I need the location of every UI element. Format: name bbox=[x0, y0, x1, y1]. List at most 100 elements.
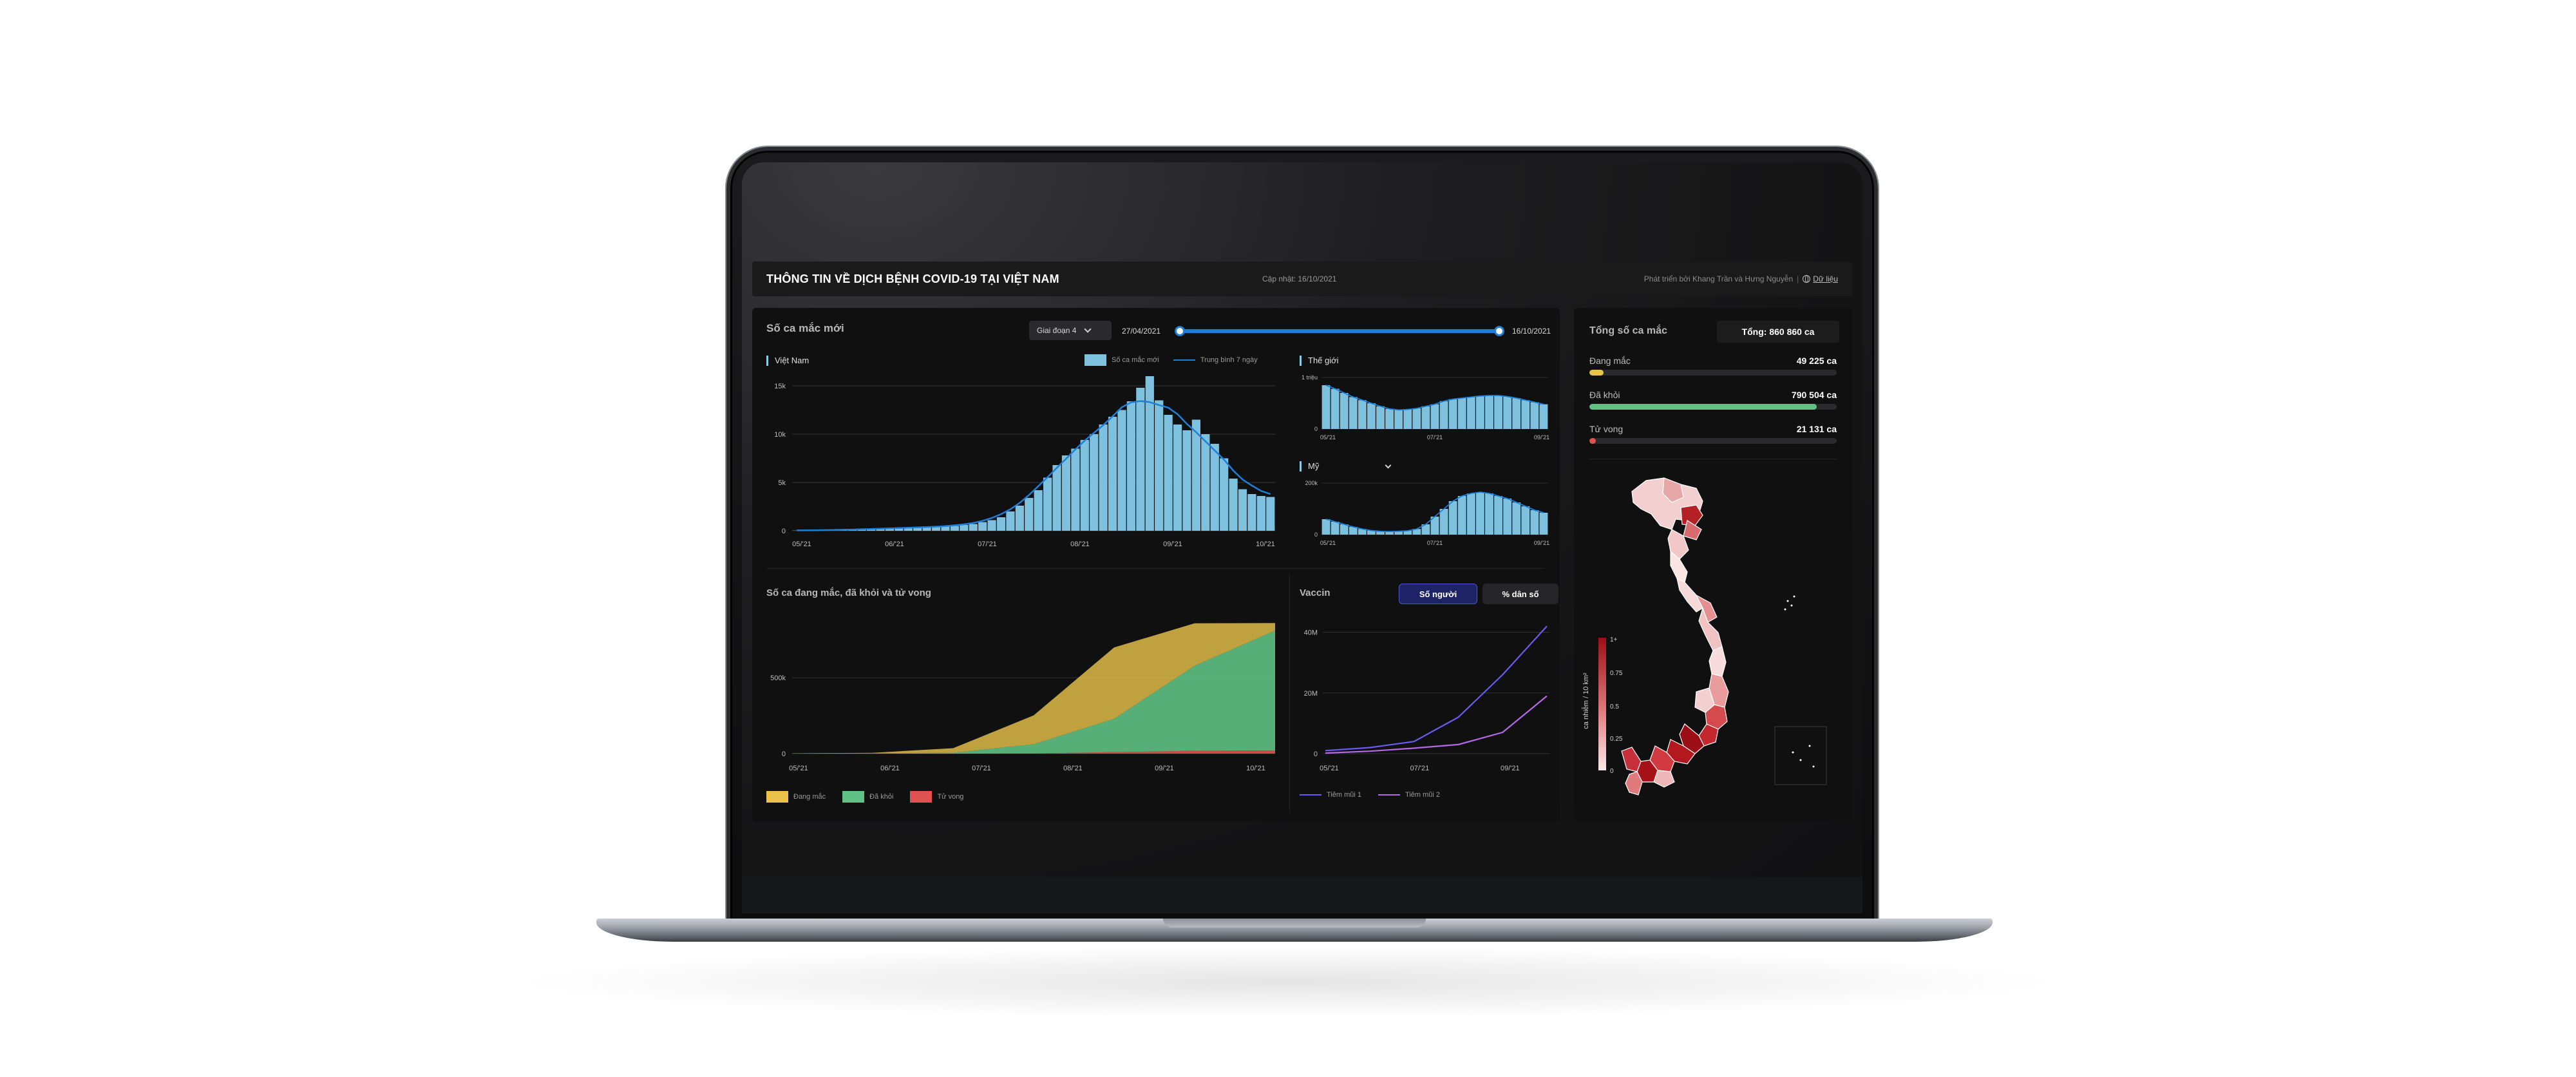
bar bbox=[1340, 393, 1349, 429]
y-tick-label: 5k bbox=[778, 479, 786, 487]
bar bbox=[1043, 477, 1052, 531]
bar bbox=[1145, 376, 1154, 531]
bar bbox=[1521, 506, 1530, 535]
laptop-hinge-notch bbox=[1163, 919, 1426, 928]
legend-swatch-deaths bbox=[910, 791, 933, 803]
vietnam-legend: Số ca mắc mới Trung bình 7 ngày bbox=[1084, 354, 1258, 366]
bar bbox=[1164, 415, 1173, 531]
bar bbox=[1099, 424, 1108, 531]
bar bbox=[1025, 498, 1034, 531]
vaccine-title: Vaccin bbox=[1300, 587, 1331, 598]
bar bbox=[1530, 402, 1539, 429]
vietnam-map[interactable]: ca nhiễm / 10 km² 1+ 0.75 0.5 0.25 0 bbox=[1574, 469, 1852, 817]
bar bbox=[1448, 399, 1457, 429]
bar bbox=[1117, 410, 1126, 531]
phase-dropdown[interactable]: Giai đoạn 4 bbox=[1029, 321, 1112, 340]
bar bbox=[969, 524, 978, 531]
globe-icon bbox=[1803, 275, 1811, 283]
legend-deaths-label: Tử vong bbox=[937, 793, 964, 801]
bar bbox=[1126, 401, 1136, 531]
x-tick-label: 06/'21 bbox=[880, 765, 900, 772]
bar bbox=[1394, 531, 1403, 535]
cumulative-area-chart: 500k 005/'21 06/'21 07/'21 08/'21 09/'21 10/'2… bbox=[770, 623, 1275, 772]
legend-recovered-label: Đã khỏi bbox=[869, 793, 894, 801]
bar bbox=[904, 528, 913, 531]
data-link[interactable]: Dữ liệu bbox=[1803, 274, 1838, 283]
bar bbox=[1034, 490, 1043, 531]
data-link-label[interactable]: Dữ liệu bbox=[1813, 274, 1838, 283]
bar bbox=[1439, 401, 1448, 429]
deaths-area bbox=[792, 750, 1275, 754]
bar bbox=[1266, 497, 1275, 531]
x-tick-label: 10/'21 bbox=[1256, 540, 1275, 548]
screen-bezel-strip bbox=[742, 877, 1862, 913]
province-shapes[interactable] bbox=[1621, 477, 1729, 796]
bar bbox=[1466, 493, 1475, 535]
credits: Phát triển bởi Khang Trần và Hưng Nguyễn… bbox=[1644, 274, 1838, 283]
x-tick-label: 07/'21 bbox=[1427, 540, 1443, 546]
cumulative-legend: Đang mắc Đã khỏi Tử vong bbox=[766, 791, 963, 803]
x-tick-label: 06/'21 bbox=[885, 540, 904, 548]
x-tick-label: 09/'21 bbox=[1534, 540, 1549, 546]
date-start: 27/04/2021 bbox=[1122, 327, 1161, 336]
charts-panel: Số ca mắc mới Giai đoạn 4 27/04/2021 16/… bbox=[752, 308, 1560, 822]
dose2-line bbox=[1325, 695, 1548, 754]
bar bbox=[1210, 444, 1219, 531]
active-progress-fill bbox=[1589, 370, 1604, 376]
percent-toggle-button[interactable]: % dân số bbox=[1482, 584, 1558, 604]
totals-panel: Tổng số ca mắc Tổng: 860 860 ca Đang mắc… bbox=[1574, 308, 1852, 822]
y-tick-label: 10k bbox=[774, 431, 786, 439]
updated-timestamp: Cập nhật: 16/10/2021 bbox=[1262, 274, 1337, 283]
recovered-value: 790 504 ca bbox=[1791, 390, 1837, 400]
bar bbox=[1421, 406, 1430, 429]
bar bbox=[1539, 513, 1548, 535]
bar bbox=[1475, 492, 1484, 535]
x-tick-label: 07/'21 bbox=[1410, 765, 1430, 772]
slider-handle-end[interactable] bbox=[1494, 326, 1504, 336]
bar bbox=[1331, 388, 1340, 429]
bar bbox=[1331, 522, 1340, 535]
bar bbox=[1457, 398, 1466, 429]
scale-tick: 0.75 bbox=[1610, 670, 1623, 677]
deaths-progress-fill bbox=[1589, 438, 1596, 444]
bar bbox=[1530, 510, 1539, 535]
island-markers bbox=[1784, 595, 1795, 611]
bar bbox=[922, 527, 931, 531]
bar bbox=[1430, 404, 1439, 429]
bar bbox=[1247, 494, 1256, 531]
recovered-progress bbox=[1589, 404, 1837, 410]
chevron-down-icon bbox=[1385, 462, 1392, 469]
x-tick-label: 08/'21 bbox=[1063, 765, 1083, 772]
credits-separator: | bbox=[1797, 274, 1799, 283]
world-new-cases-chart: 1 triệu 005/'21 07/'21 09/'21 bbox=[1302, 374, 1549, 441]
country-subtitle[interactable]: Mỹ bbox=[1300, 461, 1392, 472]
bar bbox=[1485, 396, 1493, 429]
bar bbox=[1108, 417, 1117, 531]
y-tick-label: 40M bbox=[1304, 629, 1318, 637]
bar bbox=[1349, 527, 1358, 535]
date-end: 16/10/2021 bbox=[1512, 327, 1551, 336]
bar bbox=[1385, 408, 1394, 429]
bar bbox=[1367, 403, 1376, 429]
slider-handle-start[interactable] bbox=[1175, 326, 1185, 336]
legend-swatch-dose2 bbox=[1378, 794, 1400, 796]
y-tick-label: 0 bbox=[1314, 750, 1318, 758]
deaths-progress bbox=[1589, 438, 1837, 444]
islands-inset bbox=[1774, 726, 1827, 785]
active-label: Đang mắc bbox=[1589, 356, 1631, 366]
deaths-label: Tử vong bbox=[1589, 424, 1624, 434]
bar bbox=[913, 528, 922, 531]
bar bbox=[1430, 517, 1439, 535]
y-tick-label: 0 bbox=[782, 528, 786, 535]
people-toggle-button[interactable]: Số người bbox=[1399, 584, 1477, 604]
seven-day-average-line bbox=[1325, 491, 1544, 533]
bar bbox=[1080, 440, 1089, 531]
color-scale-bar bbox=[1598, 638, 1606, 770]
legend-swatch-bars bbox=[1084, 354, 1106, 366]
bar bbox=[1485, 493, 1493, 535]
date-range-slider[interactable] bbox=[1180, 329, 1499, 333]
scale-tick: 0.5 bbox=[1610, 703, 1619, 710]
bar bbox=[857, 529, 866, 531]
bar bbox=[1349, 397, 1358, 429]
country-new-cases-chart: 200k 005/'21 07/'21 09/'21 bbox=[1305, 480, 1549, 546]
